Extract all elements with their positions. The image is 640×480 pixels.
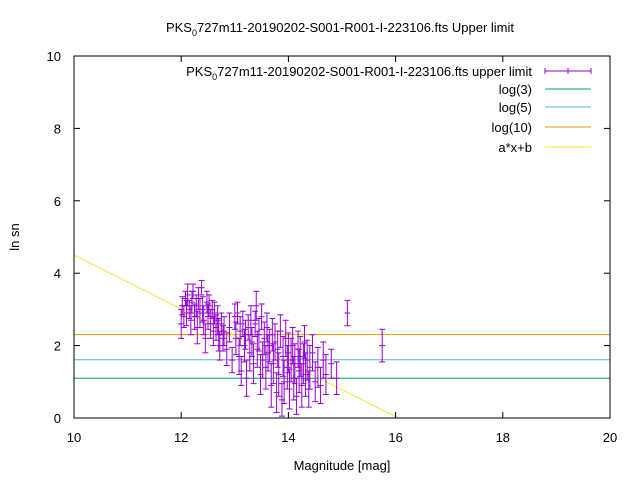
data-point-15 xyxy=(198,279,205,296)
x-tick-label-20: 20 xyxy=(603,430,617,445)
data-point-102 xyxy=(379,328,386,363)
y-tick-label-2: 2 xyxy=(54,339,61,354)
data-point-38 xyxy=(234,301,241,325)
y-axis-label: ln sn xyxy=(7,223,22,250)
data-point-96 xyxy=(317,366,324,405)
data-point-98 xyxy=(322,354,329,395)
y-tick-label-0: 0 xyxy=(54,411,61,426)
legend-label: a*x+b xyxy=(498,140,532,155)
data-point-99 xyxy=(328,348,335,379)
data-point-92 xyxy=(306,345,313,390)
data-point-97 xyxy=(320,341,327,379)
data-point-64 xyxy=(269,317,276,352)
data-point-33 xyxy=(223,332,230,367)
x-tick-label-16: 16 xyxy=(388,430,402,445)
legend-entry-2: log(5) xyxy=(499,100,591,115)
x-tick-label-12: 12 xyxy=(174,430,188,445)
data-point-45 xyxy=(243,359,250,397)
plot-area xyxy=(73,55,611,419)
data-point-48 xyxy=(247,305,254,336)
data-point-101 xyxy=(344,299,351,327)
data-point-4 xyxy=(183,299,190,327)
x-tick-label-18: 18 xyxy=(496,430,510,445)
y-tick-label-10: 10 xyxy=(47,49,61,64)
data-point-34 xyxy=(226,312,233,343)
x-tick-label-14: 14 xyxy=(281,430,295,445)
data-point-66 xyxy=(272,323,278,361)
data-point-5 xyxy=(184,283,191,307)
data-point-57 xyxy=(259,341,266,379)
legend-label: log(10) xyxy=(492,120,532,135)
data-point-16 xyxy=(199,296,206,323)
data-point-100 xyxy=(333,361,340,395)
legend-label: log(5) xyxy=(499,100,532,115)
data-point-82 xyxy=(293,377,300,415)
data-point-40 xyxy=(237,316,244,347)
data-point-14 xyxy=(196,298,203,328)
data-point-35 xyxy=(229,346,236,374)
data-point-6 xyxy=(186,299,193,319)
data-point-94 xyxy=(312,361,319,403)
legend-label: PKS0727m11-20190202-S001-R001-I-223106.f… xyxy=(186,64,532,82)
data-point-68 xyxy=(274,330,281,368)
data-point-69 xyxy=(275,352,282,397)
x-axis: 10 12 14 16 18 20 xyxy=(67,56,617,445)
x-axis-label: Magnitude [mag] xyxy=(294,458,391,473)
data-point-0 xyxy=(178,308,185,339)
data-point-56 xyxy=(258,303,265,330)
data-point-7 xyxy=(187,305,194,336)
data-point-70 xyxy=(277,314,284,348)
data-point-18 xyxy=(202,323,209,354)
legend-entry-0: PKS0727m11-20190202-S001-R001-I-223106.f… xyxy=(186,64,592,82)
data-point-88 xyxy=(301,325,308,359)
data-point-9 xyxy=(189,283,196,300)
legend: PKS0727m11-20190202-S001-R001-I-223106.f… xyxy=(186,64,592,155)
x-tick-label-10: 10 xyxy=(67,430,81,445)
y-axis: 0 2 4 6 8 10 xyxy=(47,49,610,426)
data-point-73 xyxy=(281,359,288,405)
data-point-54 xyxy=(255,317,262,352)
data-point-84 xyxy=(296,348,303,394)
data-point-50 xyxy=(250,343,257,385)
data-point-24 xyxy=(210,316,217,347)
y-tick-label-8: 8 xyxy=(54,121,61,136)
data-point-60 xyxy=(263,312,270,343)
legend-entry-1: log(3) xyxy=(499,82,591,97)
chart-title: PKS0727m11-20190202-S001-R001-I-223106.f… xyxy=(166,20,514,38)
data-point-93 xyxy=(309,334,316,372)
y-tick-label-6: 6 xyxy=(54,194,61,209)
data-point-41 xyxy=(238,355,245,386)
data-point-52 xyxy=(253,290,260,321)
y-tick-label-4: 4 xyxy=(54,266,61,281)
legend-label: log(3) xyxy=(499,82,532,97)
data-layer xyxy=(73,254,610,419)
plot-frame xyxy=(73,55,611,419)
data-point-90 xyxy=(304,339,311,381)
legend-entry-3: log(10) xyxy=(492,120,591,135)
data-point-31 xyxy=(220,325,227,352)
data-point-32 xyxy=(221,316,228,347)
data-point-76 xyxy=(285,332,292,374)
data-point-36 xyxy=(231,303,238,330)
legend-entry-4: a*x+b xyxy=(498,140,591,155)
